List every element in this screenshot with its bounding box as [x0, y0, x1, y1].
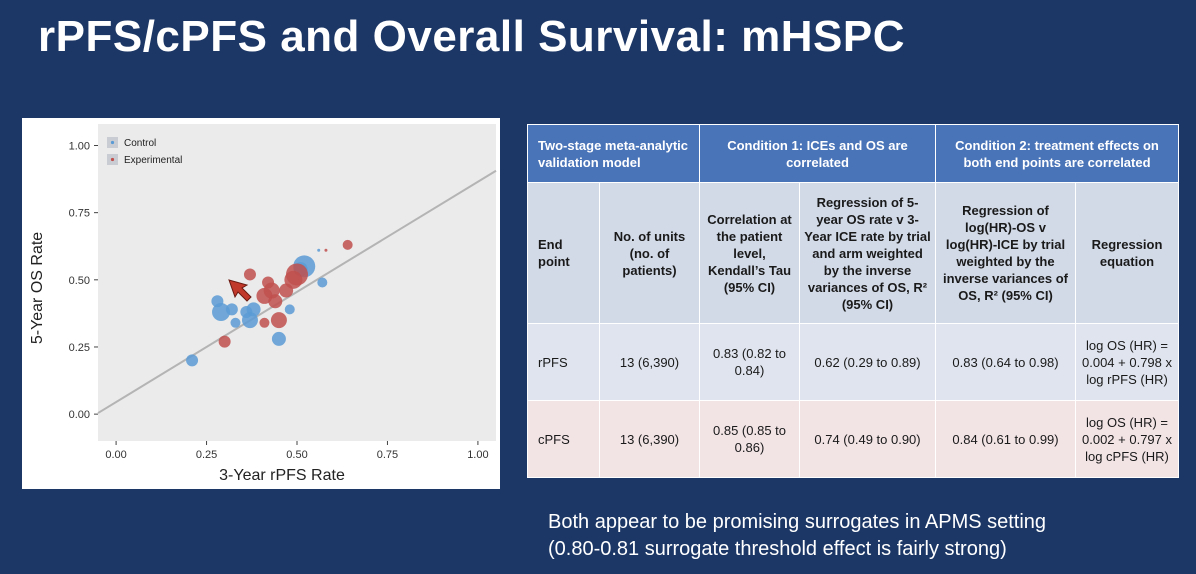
validation-table: Two-stage meta-analytic validation model… [527, 124, 1179, 478]
experimental-point [243, 268, 256, 281]
legend: Control Experimental [107, 137, 182, 166]
y-axis-label: 5-Year OS Rate [29, 232, 46, 344]
experimental-point [342, 239, 353, 250]
control-point [230, 317, 241, 328]
table-header-condition-1: Condition 1: ICEs and OS are correlated [699, 124, 936, 183]
table-row: rPFS 13 (6,390) 0.83 (0.82 to 0.84) 0.62… [527, 323, 1179, 401]
row-kendall: 0.83 (0.82 to 0.84) [699, 323, 800, 401]
legend-control-label: Control [124, 138, 156, 149]
row-r2-os: 0.74 (0.49 to 0.90) [799, 400, 936, 478]
col-header-regression-hr: Regression of log(HR)-OS v log(HR)-ICE b… [935, 182, 1076, 324]
control-point [271, 331, 286, 346]
row-r2-hr: 0.83 (0.64 to 0.98) [935, 323, 1076, 401]
legend-experimental-label: Experimental [124, 155, 182, 166]
table-header-model: Two-stage meta-analytic validation model [527, 124, 700, 183]
col-header-equation: Regression equation [1075, 182, 1179, 324]
row-units: 13 (6,390) [599, 323, 700, 401]
row-kendall: 0.85 (0.85 to 0.86) [699, 400, 800, 478]
x-tick-label: 1.00 [467, 449, 488, 461]
x-tick-label: 0.50 [286, 449, 307, 461]
y-tick-label: 0.75 [69, 208, 90, 220]
table-row: cPFS 13 (6,390) 0.85 (0.85 to 0.86) 0.74… [527, 400, 1179, 478]
col-header-kendall: Correlation at the patient level, Kendal… [699, 182, 800, 324]
row-equation: log OS (HR) = 0.004 + 0.798 x log rPFS (… [1075, 323, 1179, 401]
row-endpoint: rPFS [527, 323, 600, 401]
footnote: Both appear to be promising surrogates i… [548, 509, 1046, 563]
control-point [317, 248, 321, 252]
control-point [246, 302, 261, 317]
scatter-chart-panel: 0.00 0.25 0.50 0.75 1.00 0.00 0.25 0.50 0.75 1.00… [22, 118, 500, 489]
row-endpoint: cPFS [527, 400, 600, 478]
row-units: 13 (6,390) [599, 400, 700, 478]
legend-experimental-marker [110, 157, 115, 162]
experimental-point [286, 263, 308, 286]
slide-title: rPFS/cPFS and Overall Survival: mHSPC [38, 12, 906, 61]
x-tick-label: 0.25 [196, 449, 217, 461]
row-r2-os: 0.62 (0.29 to 0.89) [799, 323, 936, 401]
y-tick-label: 0.00 [69, 409, 90, 421]
x-tick-label: 0.75 [377, 449, 398, 461]
control-point [212, 303, 231, 322]
y-tick-label: 0.25 [69, 342, 90, 354]
experimental-point [270, 312, 287, 329]
col-header-endpoint: End point [527, 182, 600, 324]
y-tick-label: 0.50 [69, 275, 90, 287]
regression-line [97, 169, 497, 414]
x-axis-label: 3-Year rPFS Rate [219, 467, 345, 484]
table-header-condition-2: Condition 2: treatment effects on both e… [935, 124, 1179, 183]
y-tick-label: 1.00 [69, 140, 90, 152]
footnote-line-1: Both appear to be promising surrogates i… [548, 511, 1047, 533]
x-tick-label: 0.00 [105, 449, 126, 461]
experimental-point [218, 335, 231, 348]
control-point [317, 277, 328, 288]
cursor-arrow-icon [228, 279, 252, 302]
control-point [284, 304, 295, 315]
row-r2-hr: 0.84 (0.61 to 0.99) [935, 400, 1076, 478]
col-header-units: No. of units (no. of patients) [599, 182, 700, 324]
row-equation: log OS (HR) = 0.002 + 0.797 x log cPFS (… [1075, 400, 1179, 478]
experimental-point [268, 294, 283, 309]
control-point [225, 303, 238, 316]
control-point [186, 354, 199, 367]
scatter-chart: 0.00 0.25 0.50 0.75 1.00 0.00 0.25 0.50 0.75 1.00… [29, 124, 497, 484]
col-header-regression-os: Regression of 5-year OS rate v 3-Year IC… [799, 182, 936, 324]
experimental-point [324, 248, 328, 252]
legend-control-marker [110, 140, 115, 145]
experimental-point [259, 317, 270, 328]
footnote-line-2: (0.80-0.81 surrogate threshold effect is… [548, 538, 1007, 560]
